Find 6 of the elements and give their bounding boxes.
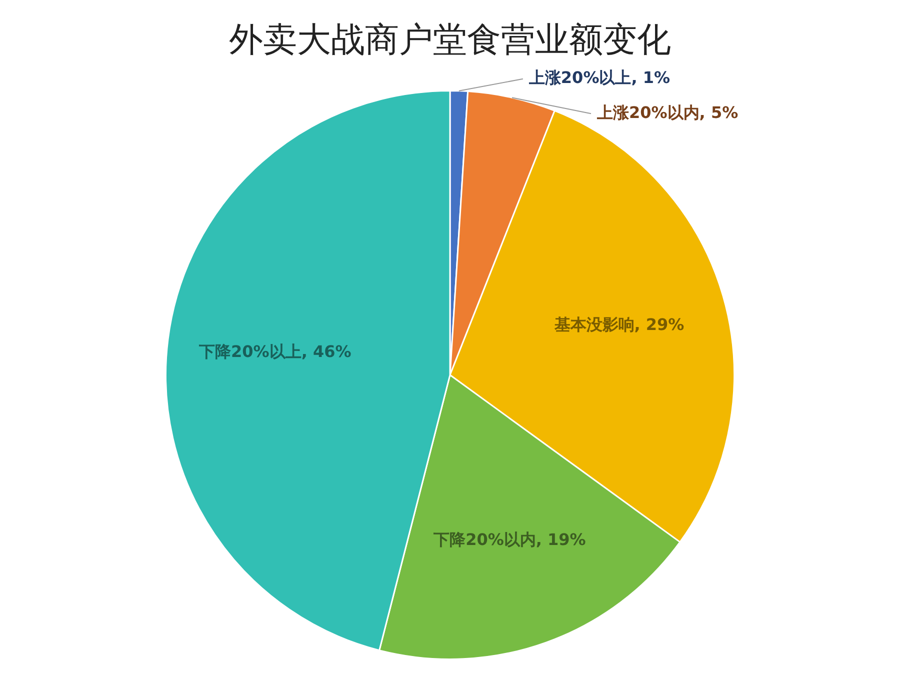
slice-label: 下降20%以上, 46%: [198, 342, 352, 362]
slice-label: 下降20%以内, 19%: [432, 530, 586, 549]
slice-label: 上涨20%以内, 5%: [596, 102, 738, 122]
slice-label: 上涨20%以上, 1%: [528, 68, 670, 88]
chart-title: 外卖大战商户堂食营业额变化: [229, 20, 671, 60]
slice-label: 基本没影响, 29%: [553, 314, 684, 334]
